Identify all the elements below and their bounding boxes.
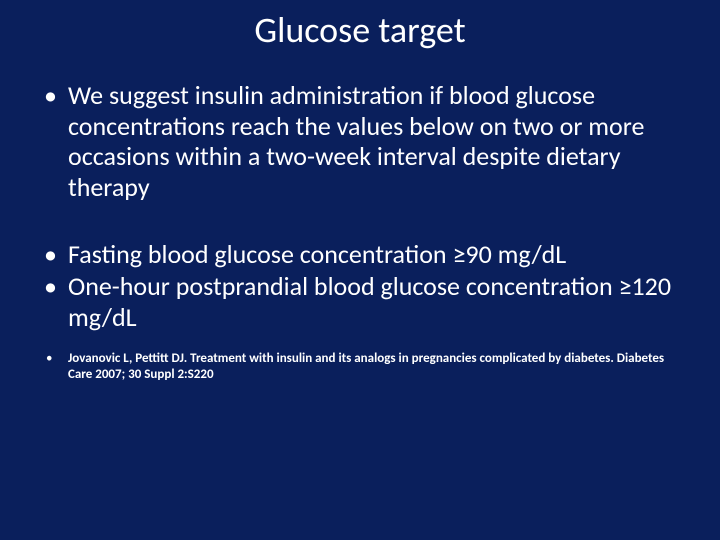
bullet-item: One-hour postprandial blood glucose conc… bbox=[38, 271, 682, 332]
bullet-item: Fasting blood glucose concentration ≥90 … bbox=[38, 239, 682, 270]
bullet-list: We suggest insulin administration if blo… bbox=[38, 80, 682, 333]
reference-list: Jovanovic L, Pettitt DJ. Treatment with … bbox=[38, 351, 682, 384]
slide: Glucose target We suggest insulin admini… bbox=[0, 0, 720, 540]
slide-title: Glucose target bbox=[0, 0, 720, 52]
slide-content: We suggest insulin administration if blo… bbox=[0, 52, 720, 383]
reference-item: Jovanovic L, Pettitt DJ. Treatment with … bbox=[38, 351, 682, 384]
bullet-item: We suggest insulin administration if blo… bbox=[38, 80, 682, 203]
